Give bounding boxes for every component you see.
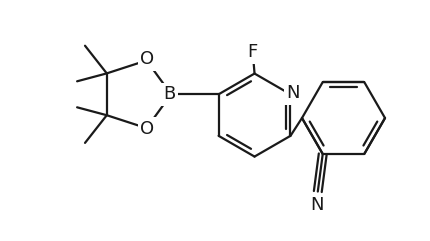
Text: F: F: [247, 43, 258, 61]
Text: N: N: [287, 84, 300, 102]
Text: O: O: [141, 50, 155, 68]
Text: B: B: [163, 85, 175, 103]
Text: O: O: [141, 120, 155, 138]
Text: N: N: [310, 196, 323, 214]
